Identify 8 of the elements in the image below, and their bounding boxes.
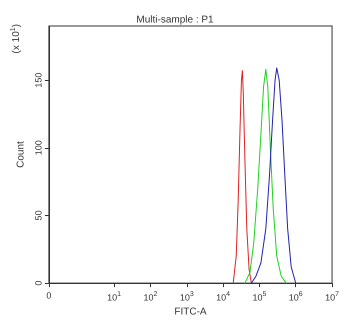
y-tick-label: 100 [33,140,44,156]
x-tick-label: 0 [46,290,52,301]
y-tick-label: 0 [33,280,44,286]
y-axis-title: Count [16,140,26,168]
y-tick-label: 50 [33,210,44,220]
chart-title: Multi-sample : P1 [136,14,214,26]
y-tick-label: 150 [33,72,44,88]
x-axis-title: FITC-A [174,306,207,318]
